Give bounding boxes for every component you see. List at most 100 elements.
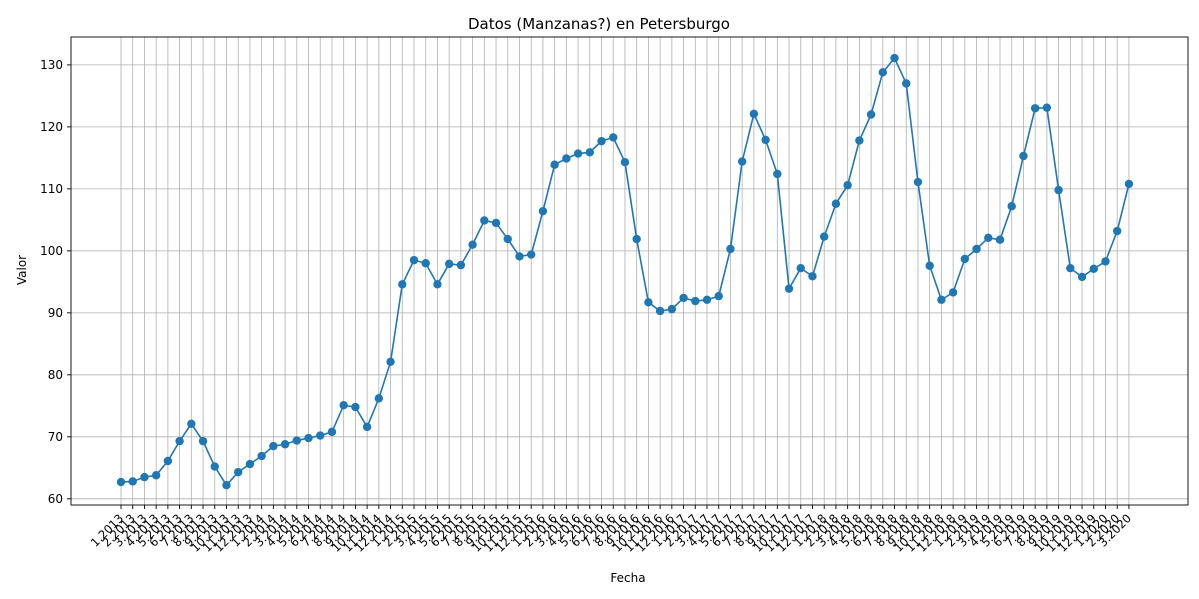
data-point	[855, 136, 864, 145]
data-point	[1066, 264, 1075, 273]
data-point	[527, 250, 536, 259]
data-point	[222, 480, 231, 490]
data-point	[573, 149, 583, 158]
data-point	[386, 357, 395, 367]
data-point	[902, 79, 911, 88]
data-point	[632, 234, 641, 244]
y-tick-label: 110	[40, 182, 63, 196]
data-point	[304, 433, 313, 443]
data-point	[679, 293, 688, 303]
chart-title: Datos (Manzanas?) en Petersburgo	[468, 15, 730, 33]
data-point	[1042, 103, 1052, 112]
data-point	[550, 160, 559, 169]
data-point	[1113, 226, 1122, 236]
data-point	[820, 232, 829, 241]
data-point	[878, 68, 887, 77]
data-point	[937, 295, 946, 305]
data-point	[784, 284, 794, 293]
data-point	[714, 291, 723, 301]
data-point	[362, 422, 372, 432]
data-point	[761, 135, 770, 145]
data-point	[175, 436, 184, 446]
data-point	[116, 477, 126, 487]
data-point	[480, 216, 489, 225]
data-point	[234, 467, 243, 477]
y-axis-label: Valor	[15, 255, 29, 285]
data-point	[398, 280, 407, 289]
data-point	[984, 233, 993, 243]
data-point	[269, 441, 278, 451]
data-point	[1089, 264, 1098, 274]
data-point	[702, 295, 712, 305]
data-point	[515, 252, 524, 261]
data-point	[280, 440, 290, 449]
data-point	[491, 218, 501, 228]
data-point	[1007, 202, 1016, 211]
data-point	[163, 456, 173, 466]
data-point	[503, 234, 512, 244]
y-tick-label: 90	[48, 306, 63, 320]
y-tick-label: 130	[40, 58, 63, 72]
data-point	[890, 53, 899, 63]
data-point	[585, 148, 594, 157]
grid-lines	[71, 37, 1188, 505]
x-axis-label: Fecha	[610, 571, 645, 585]
data-point	[468, 240, 477, 249]
data-point	[421, 259, 430, 268]
data-point	[1101, 257, 1110, 266]
data-point	[737, 157, 747, 166]
data-point	[1077, 272, 1087, 282]
data-point	[151, 471, 161, 480]
data-point	[128, 477, 137, 486]
data-point	[831, 199, 841, 208]
data-point	[538, 206, 548, 216]
data-point	[351, 402, 360, 412]
y-tick-label: 60	[48, 492, 63, 506]
data-point	[198, 436, 208, 446]
y-tick-label: 120	[40, 120, 63, 134]
data-point	[292, 436, 301, 445]
data-point	[1019, 151, 1028, 161]
data-point	[655, 306, 665, 316]
data-point	[796, 264, 805, 273]
data-point	[456, 260, 466, 270]
data-point	[187, 419, 196, 428]
data-point	[808, 272, 817, 281]
data-point	[140, 472, 149, 482]
data-point	[339, 401, 348, 410]
data-point	[210, 462, 219, 471]
data-point	[667, 304, 677, 314]
data-point	[562, 154, 571, 163]
data-point	[620, 158, 630, 167]
data-point	[1124, 179, 1134, 189]
data-point	[773, 169, 782, 179]
data-point	[948, 288, 958, 297]
data-point	[691, 296, 700, 306]
plot-frame	[70, 36, 1189, 506]
data-point	[597, 136, 606, 146]
data-point	[257, 451, 266, 461]
y-tick-label: 80	[48, 368, 63, 382]
series-line-group	[116, 53, 1134, 490]
data-point	[245, 459, 255, 469]
axes: 1.20132.20133.20134.20135.20136.20137.20…	[40, 36, 1189, 555]
data-point	[1030, 104, 1040, 113]
data-point	[609, 133, 618, 142]
data-point	[972, 244, 981, 254]
data-point	[433, 280, 442, 289]
data-point	[843, 180, 852, 190]
data-point	[327, 427, 337, 437]
data-point	[960, 254, 970, 264]
y-tick-label: 100	[40, 244, 63, 258]
y-tick-label: 70	[48, 430, 63, 444]
data-point	[444, 259, 454, 269]
data-point	[913, 177, 923, 187]
data-point	[866, 110, 876, 119]
data-point	[749, 109, 759, 119]
data-point	[644, 298, 653, 307]
data-point	[316, 431, 325, 440]
data-point	[374, 394, 384, 403]
data-point	[925, 261, 934, 270]
data-point	[1054, 185, 1063, 195]
